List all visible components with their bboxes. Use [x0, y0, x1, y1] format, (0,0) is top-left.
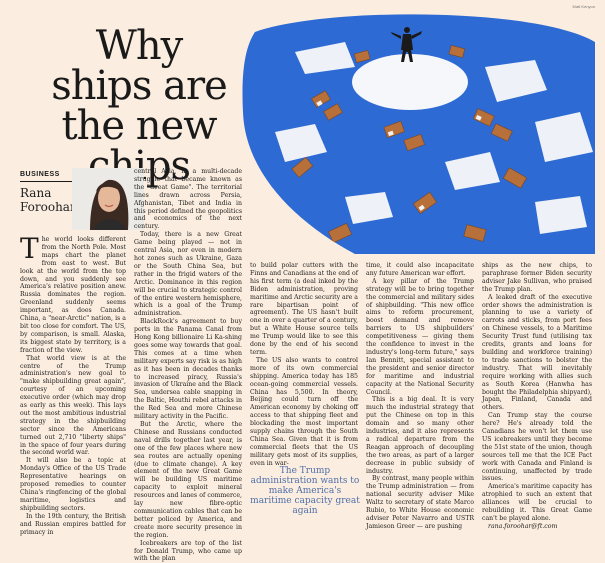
paragraph: to build polar cutters with the Finns an…: [250, 262, 358, 356]
ships-illustration-icon: [242, 14, 595, 255]
article-column-4: time, it could also incapacitate any fut…: [366, 262, 474, 531]
pull-quote: The Trump administration wants to make A…: [250, 466, 360, 516]
paragraph: A key pillar of the Trump strategy will …: [366, 277, 474, 396]
byline: BUSINESS Rana Foroohar: [20, 168, 160, 234]
author-portrait-image: [72, 168, 144, 230]
ships-illustration: [235, 12, 600, 255]
article-column-3: to build polar cutters with the Finns an…: [250, 262, 358, 468]
paragraph: This is a big deal. It is very much the …: [366, 396, 474, 475]
paragraph: time, it could also incapacitate any fut…: [366, 262, 474, 277]
paragraph: By contrast, many people within the Trum…: [366, 475, 474, 530]
paragraph: ships as the new chips, to paraphrase fo…: [482, 262, 592, 293]
section-rule: [20, 181, 72, 182]
article-column-2: central Asia, in a multi-decade struggle…: [134, 168, 242, 563]
paragraph: A leaked draft of the executive order sh…: [482, 293, 592, 412]
paragraph: Can Trump stay the course here? He's alr…: [482, 412, 592, 483]
paragraph: BlackRock's agreement to buy ports in th…: [134, 318, 242, 421]
author-name: Rana Foroohar: [20, 186, 76, 214]
author-email[interactable]: rana.foroohar@ft.com: [488, 522, 558, 530]
paragraph: It will also be a topic at Monday's Offi…: [20, 457, 126, 512]
paragraph: central Asia, in a multi-decade struggle…: [134, 168, 242, 231]
drop-cap: T: [20, 232, 39, 265]
headline: Why ships are the new chips: [51, 23, 228, 189]
paragraph: But the Arctic, where the Chinese and Ru…: [134, 421, 242, 539]
author-portrait: [72, 168, 144, 230]
author-name-text: Rana Foroohar: [20, 186, 76, 214]
paragraph-text: he world looks different from the North …: [20, 236, 126, 354]
paragraph: The US also wants to control more of its…: [250, 356, 358, 467]
paragraph: Icebreakers are top of the list for Dona…: [134, 539, 242, 563]
paragraph: That world view is at the centre of the …: [20, 354, 126, 457]
section-label: BUSINESS: [20, 171, 60, 178]
illustration-credit: Matt Kenyon: [572, 4, 595, 9]
article-column-5: ships as the new chips, to paraphrase fo…: [482, 262, 592, 531]
newspaper-page: Matt Kenyon Why ships are the new chips: [20, 4, 600, 562]
paragraph: In the 19th century, the British and Rus…: [20, 512, 126, 536]
paragraph: America's maritime capacity has atrophie…: [482, 483, 592, 522]
paragraph: Today, there is a new Great Game being p…: [134, 231, 242, 318]
